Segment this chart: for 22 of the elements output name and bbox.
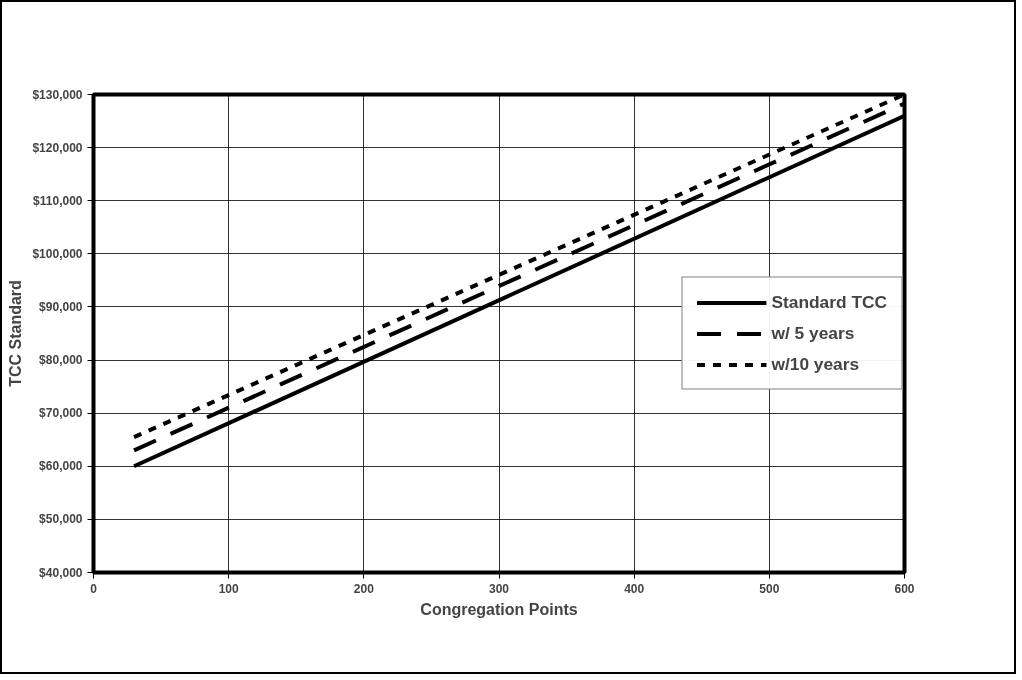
y-tick-label: $130,000 — [32, 87, 83, 102]
x-tick-label: 200 — [353, 581, 375, 596]
y-tick-label: $40,000 — [39, 565, 83, 580]
y-axis-title: TCC Standard — [7, 280, 25, 387]
y-tick-label: $100,000 — [32, 246, 83, 261]
legend-label: w/ 5 years — [771, 322, 855, 344]
legend-label: w/10 years — [771, 353, 860, 375]
x-axis-title: Congregation Points — [420, 600, 578, 618]
x-tick-label: 600 — [894, 581, 915, 596]
y-tick-label: $60,000 — [39, 459, 83, 474]
y-tick-label: $80,000 — [39, 353, 83, 368]
x-tick-label: 400 — [624, 581, 645, 596]
y-tick-label: $110,000 — [33, 193, 83, 208]
x-tick-label: 0 — [90, 581, 98, 596]
x-tick-label: 500 — [759, 581, 780, 596]
y-tick-label: $50,000 — [39, 512, 83, 527]
x-tick-label: 300 — [488, 581, 510, 596]
legend-label: Standard TCC — [771, 291, 887, 313]
y-tick-label: $90,000 — [39, 299, 83, 314]
y-tick-label: $120,000 — [32, 140, 83, 155]
y-tick-label: $70,000 — [39, 406, 83, 421]
x-tick-label: 100 — [218, 581, 239, 596]
